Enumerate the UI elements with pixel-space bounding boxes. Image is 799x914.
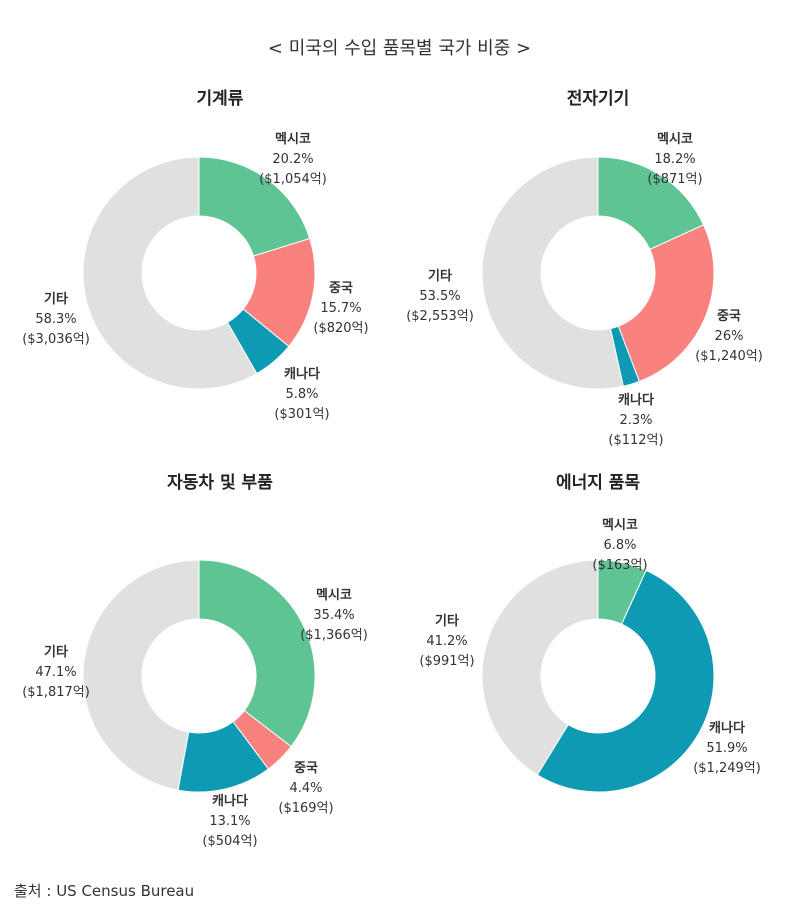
slice-label-amount: ($3,036억) bbox=[22, 332, 90, 347]
slice-label-amount: ($1,817억) bbox=[22, 685, 90, 700]
slice-label-name: 기타 bbox=[428, 268, 452, 284]
slice-label-percent: 53.5% bbox=[419, 289, 460, 304]
slice-label-name: 중국 bbox=[717, 309, 741, 324]
slice-label-amount: ($1,249억) bbox=[693, 761, 761, 776]
slice-label-percent: 15.7% bbox=[320, 301, 361, 316]
donut-slice bbox=[82, 156, 258, 390]
slice-label-amount: ($504억) bbox=[202, 834, 257, 849]
slice-label-name: 기타 bbox=[435, 613, 459, 629]
slice-label-amount: ($1,054억) bbox=[259, 172, 327, 187]
donut-slice bbox=[198, 559, 316, 748]
slice-label-name: 기타 bbox=[44, 291, 68, 307]
slice-label-percent: 47.1% bbox=[35, 665, 76, 680]
slice-label-percent: 26% bbox=[715, 329, 744, 344]
chart-title: 에너지 품목 bbox=[556, 473, 640, 493]
slice-label: 캐나다 2.3% ($112억) bbox=[608, 392, 663, 448]
slice-label-percent: 13.1% bbox=[209, 814, 250, 829]
slice-label-name: 멕시코 bbox=[602, 517, 638, 533]
slice-label-percent: 20.2% bbox=[272, 152, 313, 167]
slice-label: 중국 26% ($1,240억) bbox=[695, 309, 763, 364]
slice-label-percent: 5.8% bbox=[285, 387, 318, 402]
slice-label-name: 멕시코 bbox=[316, 587, 352, 603]
slice-label-name: 캐나다 bbox=[709, 720, 745, 736]
donut-slice bbox=[617, 224, 715, 383]
slice-label: 중국 4.4% ($169억) bbox=[278, 761, 333, 816]
slice-label-name: 멕시코 bbox=[275, 131, 311, 147]
donut-slice bbox=[198, 156, 311, 257]
slice-label-percent: 6.8% bbox=[603, 538, 636, 553]
slice-label: 멕시코 35.4% ($1,366억) bbox=[300, 587, 368, 643]
slice-label-percent: 35.4% bbox=[313, 608, 354, 623]
chart-title: 자동차 및 부품 bbox=[167, 473, 273, 493]
source-note: 출처 : US Census Bureau bbox=[14, 882, 195, 900]
slice-label: 기타 41.2% ($991억) bbox=[419, 613, 474, 669]
slice-label-name: 중국 bbox=[294, 761, 318, 776]
slice-label-amount: ($2,553억) bbox=[406, 309, 474, 324]
slice-label-percent: 18.2% bbox=[654, 152, 695, 167]
slice-label-percent: 58.3% bbox=[35, 312, 76, 327]
slice-label-amount: ($112억) bbox=[608, 433, 663, 448]
slice-label: 멕시코 6.8% ($163억) bbox=[592, 517, 647, 573]
slice-label-name: 중국 bbox=[329, 281, 353, 296]
donut-slice bbox=[536, 569, 715, 793]
slice-label: 중국 15.7% ($820억) bbox=[313, 281, 368, 336]
slice-label: 멕시코 18.2% ($871억) bbox=[647, 131, 702, 187]
slice-label-name: 캐나다 bbox=[618, 392, 654, 408]
slice-label: 멕시코 20.2% ($1,054억) bbox=[259, 131, 327, 187]
slice-label-amount: ($163억) bbox=[592, 558, 647, 573]
slice-label-name: 캐나다 bbox=[212, 793, 248, 809]
slice-label-amount: ($1,366억) bbox=[300, 628, 368, 643]
chart-title: 전자기기 bbox=[567, 89, 630, 109]
slice-label-amount: ($820억) bbox=[313, 321, 368, 336]
slice-label-percent: 4.4% bbox=[289, 781, 322, 796]
donut-slice bbox=[82, 559, 200, 791]
slice-label-percent: 2.3% bbox=[619, 413, 652, 428]
chart-title: 기계류 bbox=[197, 89, 244, 109]
slice-label-amount: ($871억) bbox=[647, 172, 702, 187]
slice-label: 기타 58.3% ($3,036억) bbox=[22, 291, 90, 347]
slice-label-amount: ($991억) bbox=[419, 654, 474, 669]
slice-label: 기타 47.1% ($1,817억) bbox=[22, 644, 90, 700]
slice-label: 캐나다 13.1% ($504억) bbox=[202, 793, 257, 849]
slice-label-percent: 51.9% bbox=[706, 741, 747, 756]
slice-label-percent: 41.2% bbox=[426, 634, 467, 649]
slice-label: 기타 53.5% ($2,553억) bbox=[406, 268, 474, 324]
donut-slice bbox=[481, 156, 624, 390]
slice-label: 캐나다 5.8% ($301억) bbox=[274, 366, 329, 422]
slice-label-amount: ($301억) bbox=[274, 407, 329, 422]
slice-label-name: 캐나다 bbox=[284, 366, 320, 382]
slice-label: 캐나다 51.9% ($1,249억) bbox=[693, 720, 761, 776]
slice-label-amount: ($169억) bbox=[278, 801, 333, 816]
slice-label-amount: ($1,240억) bbox=[695, 349, 763, 364]
page-title: < 미국의 수입 품목별 국가 비중 > bbox=[267, 38, 532, 59]
slice-label-name: 멕시코 bbox=[657, 131, 693, 147]
donut-slice bbox=[481, 559, 599, 776]
slice-label-name: 기타 bbox=[44, 644, 68, 660]
